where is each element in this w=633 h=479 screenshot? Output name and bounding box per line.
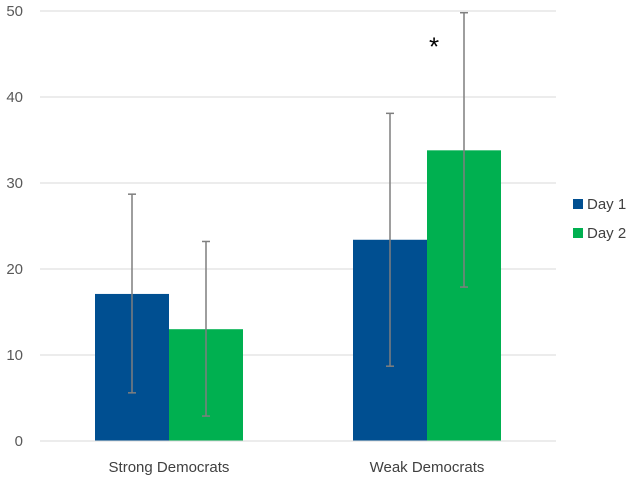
error-bars — [128, 11, 468, 417]
legend: Day 1 Day 2 — [573, 196, 626, 242]
y-axis-tick-labels: 0 10 20 30 40 50 — [6, 3, 23, 450]
y-tick-label: 20 — [6, 261, 23, 278]
y-tick-label: 40 — [6, 89, 23, 106]
y-tick-label: 30 — [6, 175, 23, 192]
bars — [95, 150, 501, 441]
legend-swatch — [573, 199, 583, 209]
y-tick-label: 50 — [6, 3, 23, 20]
annotations: * — [429, 32, 439, 62]
legend-label: Day 1 — [587, 196, 626, 213]
y-tick-label: 10 — [6, 347, 23, 364]
x-category-label: Weak Democrats — [370, 459, 485, 476]
significance-annotation: * — [429, 32, 439, 62]
legend-swatch — [573, 228, 583, 238]
legend-label: Day 2 — [587, 225, 626, 242]
x-category-label: Strong Democrats — [109, 459, 230, 476]
y-tick-label: 0 — [15, 433, 23, 450]
x-axis-category-labels: Strong Democrats Weak Democrats — [109, 459, 485, 476]
